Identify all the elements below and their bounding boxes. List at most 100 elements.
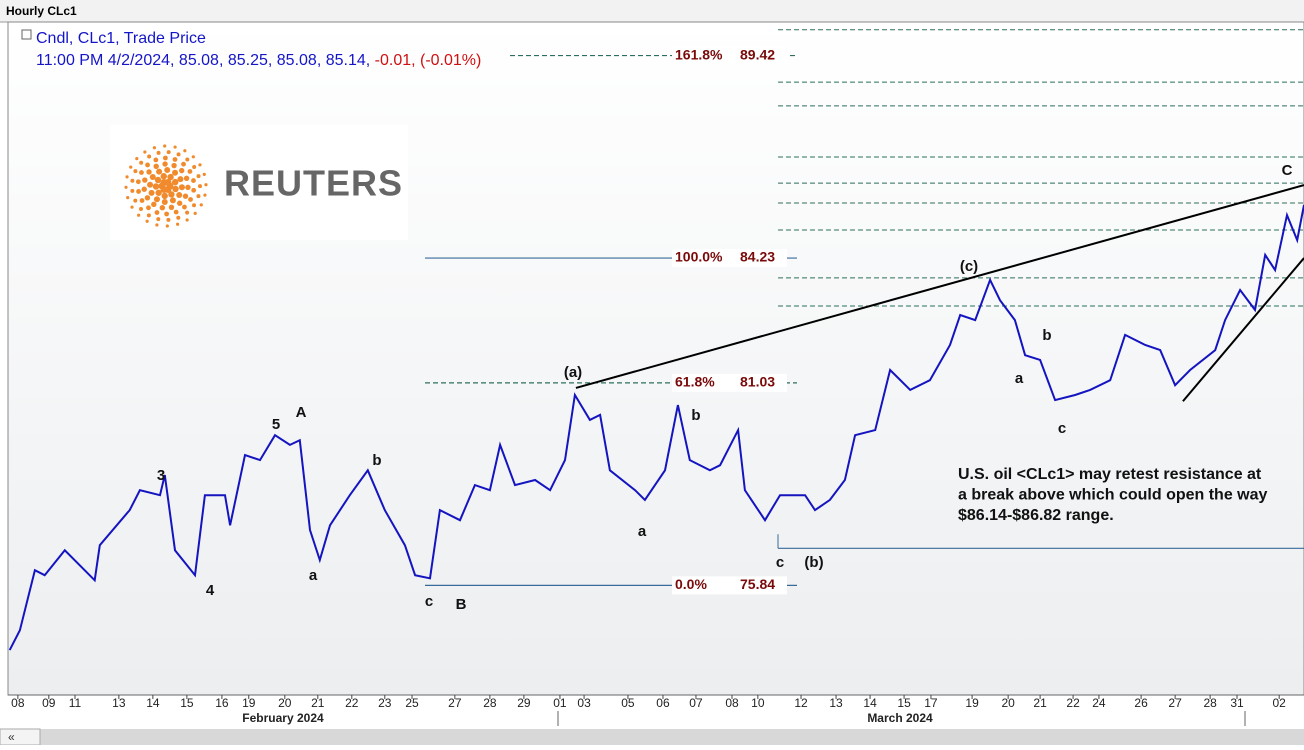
logo-dot [139,170,144,175]
logo-dot [176,200,183,206]
logo-dot [196,194,201,199]
logo-dot [138,207,143,212]
x-tick-label: 25 [405,696,419,710]
logo-dot [172,157,178,162]
reuters-logo: REUTERS [110,125,408,240]
logo-dot [203,193,207,197]
legend-line-1: Cndl, CLc1, Trade Price [36,30,206,47]
logo-dot [152,183,160,190]
x-tick-label: 28 [1203,696,1217,710]
logo-dot [124,185,128,189]
wave-label: 4 [206,582,215,599]
logo-dot [148,189,155,196]
logo-dot [139,198,145,203]
logo-dot [145,219,149,223]
fib-percent: 100.0% [675,249,723,265]
logo-dot [164,179,172,187]
x-tick-label: 14 [146,696,160,710]
logo-dot [192,164,197,169]
wave-label: b [372,452,381,469]
wave-label: c [425,593,433,610]
logo-dot [146,205,151,211]
title-bar [0,0,1304,22]
x-tick-label: 13 [112,696,126,710]
logo-dot [182,204,187,210]
trendline [1182,257,1304,402]
x-tick-label: 23 [378,696,392,710]
x-tick-label: 15 [180,696,194,710]
logo-dot [145,162,150,168]
logo-dot [185,210,190,215]
wave-label: b [1042,327,1051,344]
logo-dot [144,195,151,201]
x-tick-label: 29 [517,696,531,710]
logo-dot [139,160,144,165]
logo-dot [178,184,185,191]
logo-dot [163,144,167,148]
fib-label-bg [672,46,787,65]
logo-dot [198,163,202,167]
wave-label: a [309,567,318,584]
logo-dot [146,169,152,175]
logo-dot [161,192,168,200]
x-tick-label: 08 [725,696,739,710]
logo-dot [192,203,197,208]
window-title: Hourly CLc1 [6,4,77,18]
logo-dot [153,163,159,170]
logo-dot [191,155,195,159]
x-tick-label: 31 [1230,696,1244,710]
scrollbar[interactable] [0,729,1304,745]
logo-dot [176,215,181,220]
legend-change: -0.01, (-0.01%) [375,52,482,69]
annotation: U.S. oil <CLc1> may retest resistance at [958,466,1262,483]
logo-dot [130,178,135,183]
logo-dot [162,155,168,161]
annotation: $86.14-$86.82 range. [958,507,1114,524]
x-tick-label: 21 [311,696,325,710]
x-tick-label: 21 [1033,696,1047,710]
x-tick-label: 20 [278,696,292,710]
logo-dot [173,145,177,149]
scroll-left-icon: « [8,730,15,744]
logo-dot [183,175,190,182]
wave-label: 5 [272,416,280,433]
x-tick-label: 15 [897,696,911,710]
x-tick-label: 12 [794,696,808,710]
x-tick-label: 02 [1272,696,1286,710]
logo-dot [164,211,170,217]
logo-dot [155,189,162,196]
logo-dot [202,172,206,176]
logo-dot [162,161,168,167]
scroll-left-button[interactable] [0,728,41,746]
logo-dot [130,188,135,193]
logo-dot [169,197,176,204]
wave-label: B [456,596,467,613]
logo-dot [133,198,138,203]
logo-dot [166,217,171,222]
fib-value: 89.42 [740,46,775,62]
month-label: March 2024 [867,711,933,725]
logo-dot [204,183,208,187]
logo-dot [187,169,193,174]
logo-dot [153,196,160,203]
logo-dot [151,201,157,208]
logo-dot [153,157,159,163]
x-tick-label: 17 [924,696,938,710]
x-tick-label: 22 [1066,696,1080,710]
logo-dot [185,184,191,191]
logo-dot [125,175,129,179]
x-tick-label: 06 [656,696,670,710]
logo-dot [152,146,156,150]
logo-dot [130,205,134,209]
logo-dot [191,178,196,183]
logo-dot [196,174,201,179]
logo-dot [166,150,171,155]
logo-dot [185,218,189,222]
wave-label: a [638,523,647,540]
fib-label-bg [672,576,787,595]
fib-value: 81.03 [740,374,775,390]
x-tick-label: 05 [621,696,635,710]
logo-dot [177,176,184,183]
x-tick-label: 27 [1168,696,1182,710]
